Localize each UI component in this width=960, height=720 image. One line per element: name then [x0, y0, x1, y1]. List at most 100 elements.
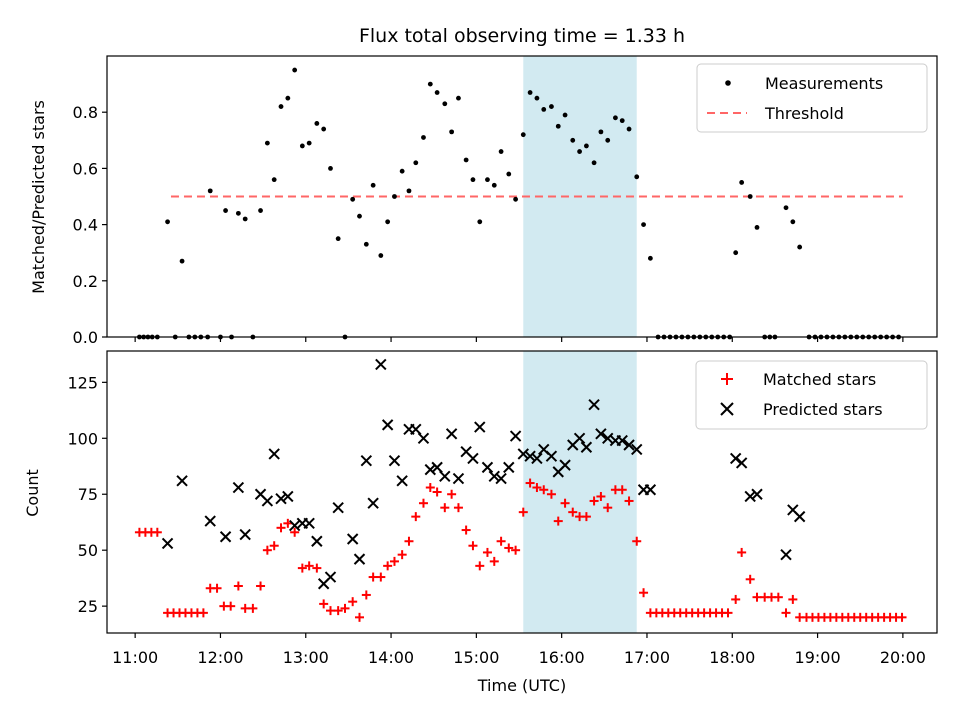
matched-star-point: [269, 541, 279, 551]
matched-star-point: [489, 556, 499, 566]
predicted-star-point: [531, 452, 543, 465]
measurement-point: [278, 104, 284, 109]
matched-star-point: [560, 498, 570, 508]
matched-star-point: [198, 608, 208, 618]
measurement-point: [413, 160, 419, 166]
predicted-star-point: [452, 472, 465, 485]
matched-star-point: [262, 545, 272, 555]
bottom-legend: Matched stars Predicted stars: [695, 360, 928, 430]
bottom-x-axis-ticks: 11:00 12:00 13:00 14:00 15:00 16:00 17:00 18:00…: [112, 633, 926, 667]
measurement-point: [442, 101, 448, 107]
bottom-x-tick-label: 14:00: [368, 648, 414, 667]
matched-star-point: [624, 496, 634, 506]
measurement-point: [477, 219, 483, 225]
bottom-x-tick-label: 18:00: [709, 648, 755, 667]
measurement-point: [513, 196, 519, 202]
top-y-tick-label: 0.8: [73, 103, 98, 122]
predicted-star-point: [360, 454, 373, 467]
predicted-star-point: [346, 533, 359, 545]
matched-star-point: [290, 527, 300, 537]
measurement-point: [591, 160, 597, 166]
matched-star-point: [233, 581, 243, 591]
matched-star-point: [212, 583, 222, 593]
predicted-star-point: [517, 448, 529, 460]
measurement-point: [747, 194, 753, 199]
predicted-star-point: [616, 434, 628, 447]
matched-star-point: [539, 485, 549, 495]
matched-star-point: [617, 485, 627, 495]
matched-star-point: [432, 487, 442, 497]
matched-star-point: [304, 561, 314, 571]
measurement-point: [520, 132, 526, 138]
matched-star-point: [897, 612, 907, 622]
measurement-point: [626, 126, 632, 132]
predicted-star-point: [417, 432, 430, 444]
measurement-point: [299, 143, 305, 149]
measurement-point: [733, 250, 739, 256]
measurement-point: [427, 81, 433, 87]
predicted-star-point: [580, 441, 593, 453]
bottom-x-tick-label: 13:00: [283, 648, 329, 667]
measurement-point: [392, 194, 397, 199]
matched-star-point: [589, 496, 599, 506]
matched-star-point: [340, 603, 350, 613]
measurement-point: [562, 112, 568, 118]
matched-star-point: [568, 507, 578, 517]
legend-matched-label: Matched stars: [763, 370, 876, 389]
matched-star-point: [411, 512, 421, 522]
bottom-legend-box: [695, 360, 928, 430]
matched-star-point: [518, 507, 528, 517]
measurement-point: [534, 95, 540, 101]
matched-star-point: [731, 594, 741, 604]
top-y-tick-label: 0.6: [73, 159, 98, 178]
top-x-axis-ticks: [134, 337, 904, 342]
predicted-star-point: [467, 452, 479, 465]
predicted-star-point: [780, 548, 792, 561]
predicted-star-point: [439, 470, 451, 483]
legend-threshold-label: Threshold: [764, 104, 844, 123]
matched-star-point: [397, 550, 407, 560]
predicted-star-point: [324, 571, 337, 583]
measurement-point: [619, 118, 625, 124]
measurement-point: [555, 123, 561, 129]
predicted-star-point: [275, 493, 287, 505]
matched-star-point: [773, 592, 783, 602]
top-y-tick-label: 0.0: [73, 328, 98, 347]
top-y-axis-ticks: 0.0 0.2 0.4 0.6 0.8: [73, 103, 107, 347]
measurement-point: [598, 129, 604, 135]
bottom-y-tick-label: 125: [67, 373, 98, 392]
measurement-point: [739, 180, 745, 185]
predicted-star-point: [282, 490, 294, 503]
measurement-point: [314, 121, 320, 126]
measurement-point: [179, 258, 185, 264]
legend-measurements-label: Measurements: [765, 74, 883, 93]
matched-star-point: [453, 503, 463, 513]
predicted-star-point: [488, 470, 500, 483]
bottom-y-tick-label: 100: [67, 429, 98, 448]
predicted-star-point: [161, 537, 174, 550]
matched-star-point: [383, 561, 393, 571]
matched-star-point: [333, 606, 343, 616]
measurement-point: [790, 219, 796, 225]
measurement-point: [306, 140, 312, 146]
measurement-point: [335, 236, 341, 242]
predicted-star-point: [793, 510, 806, 523]
bottom-x-tick-label: 12:00: [197, 648, 243, 667]
matched-star-point: [496, 536, 506, 546]
matched-star-point: [596, 491, 606, 501]
predicted-star-point: [353, 553, 366, 565]
measurement-point: [541, 106, 547, 112]
measurement-point: [264, 140, 270, 146]
measurement-point: [165, 219, 170, 225]
matched-star-point: [639, 588, 649, 598]
legend-matched-marker: [721, 373, 733, 385]
legend-measurements-marker: [725, 80, 731, 86]
predicted-star-point: [232, 481, 245, 494]
matched-star-point: [425, 483, 435, 493]
measurement-point: [456, 95, 461, 101]
bottom-plot-frame: [106, 350, 938, 634]
predicted-star-point: [524, 450, 536, 462]
top-panel: 0.00.20.40.60.8 Matched/Predicted stars …: [29, 55, 938, 347]
matched-star-point: [440, 503, 450, 513]
measurement-point: [271, 177, 277, 183]
